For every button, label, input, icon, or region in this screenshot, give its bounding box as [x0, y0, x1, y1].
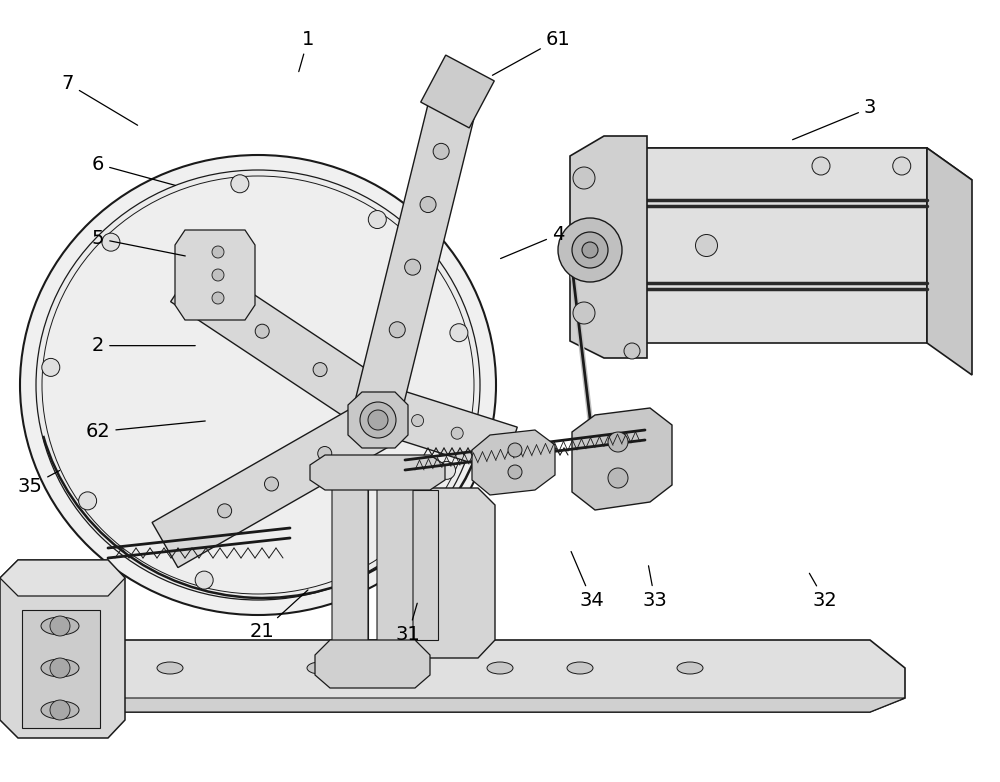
Circle shape — [450, 324, 468, 342]
Circle shape — [572, 232, 608, 268]
Circle shape — [313, 363, 327, 377]
Polygon shape — [152, 400, 391, 568]
Circle shape — [195, 571, 213, 589]
Polygon shape — [371, 385, 517, 473]
Text: 7: 7 — [62, 74, 138, 125]
Circle shape — [212, 246, 224, 258]
Text: 32: 32 — [809, 573, 837, 610]
Ellipse shape — [487, 662, 513, 674]
Polygon shape — [355, 89, 478, 414]
Polygon shape — [18, 640, 905, 712]
Circle shape — [50, 616, 70, 636]
Text: 2: 2 — [92, 336, 195, 355]
Circle shape — [573, 167, 595, 189]
Polygon shape — [0, 560, 125, 596]
Text: 21: 21 — [250, 590, 308, 641]
Circle shape — [79, 492, 97, 510]
Text: 4: 4 — [501, 225, 564, 259]
Text: 31: 31 — [396, 603, 420, 644]
Circle shape — [508, 465, 522, 479]
Polygon shape — [175, 230, 255, 320]
Polygon shape — [472, 430, 555, 495]
Ellipse shape — [41, 701, 79, 719]
Circle shape — [218, 504, 232, 518]
Circle shape — [412, 414, 424, 427]
Circle shape — [318, 447, 332, 461]
Polygon shape — [421, 55, 494, 128]
Circle shape — [360, 402, 396, 438]
Ellipse shape — [36, 170, 480, 600]
Ellipse shape — [41, 659, 79, 677]
Circle shape — [212, 269, 224, 281]
Circle shape — [50, 658, 70, 678]
Text: 33: 33 — [643, 565, 667, 610]
Text: 6: 6 — [92, 155, 175, 185]
Polygon shape — [410, 490, 438, 640]
Circle shape — [389, 321, 405, 338]
Ellipse shape — [677, 662, 703, 674]
Circle shape — [212, 292, 224, 304]
Circle shape — [255, 325, 269, 338]
Circle shape — [420, 196, 436, 213]
Circle shape — [484, 438, 496, 450]
Circle shape — [573, 302, 595, 324]
Circle shape — [231, 174, 249, 193]
Text: 3: 3 — [793, 99, 876, 140]
Circle shape — [893, 157, 911, 175]
Circle shape — [405, 259, 421, 275]
Circle shape — [368, 410, 388, 430]
Ellipse shape — [41, 617, 79, 635]
Polygon shape — [572, 408, 672, 510]
Circle shape — [558, 218, 622, 282]
Circle shape — [368, 210, 386, 228]
Polygon shape — [570, 136, 647, 358]
Polygon shape — [0, 560, 125, 738]
Ellipse shape — [307, 662, 333, 674]
Circle shape — [438, 461, 456, 479]
Polygon shape — [927, 148, 972, 375]
Polygon shape — [315, 640, 430, 688]
Circle shape — [451, 427, 463, 439]
Polygon shape — [377, 460, 413, 660]
Circle shape — [50, 700, 70, 720]
Text: 61: 61 — [492, 30, 570, 75]
Polygon shape — [18, 685, 905, 712]
Polygon shape — [400, 488, 495, 658]
Polygon shape — [332, 460, 368, 660]
Text: 35: 35 — [18, 471, 60, 496]
Circle shape — [508, 443, 522, 457]
Ellipse shape — [157, 662, 183, 674]
Circle shape — [264, 477, 278, 491]
Circle shape — [696, 235, 718, 256]
Polygon shape — [612, 148, 972, 180]
Circle shape — [608, 468, 628, 488]
Circle shape — [102, 233, 120, 251]
Circle shape — [624, 343, 640, 359]
Text: 1: 1 — [299, 30, 314, 72]
Polygon shape — [348, 392, 408, 448]
Circle shape — [582, 242, 598, 258]
Circle shape — [433, 143, 449, 160]
Circle shape — [42, 358, 60, 376]
Polygon shape — [612, 148, 927, 343]
Polygon shape — [171, 258, 392, 429]
Text: 62: 62 — [86, 421, 205, 441]
Polygon shape — [340, 490, 368, 640]
Ellipse shape — [20, 155, 496, 615]
Text: 34: 34 — [571, 551, 604, 610]
Ellipse shape — [567, 662, 593, 674]
Polygon shape — [310, 455, 445, 490]
Polygon shape — [22, 610, 100, 728]
Ellipse shape — [42, 176, 474, 594]
Circle shape — [337, 559, 355, 577]
Circle shape — [608, 432, 628, 452]
Text: 5: 5 — [92, 229, 185, 256]
Circle shape — [812, 157, 830, 175]
